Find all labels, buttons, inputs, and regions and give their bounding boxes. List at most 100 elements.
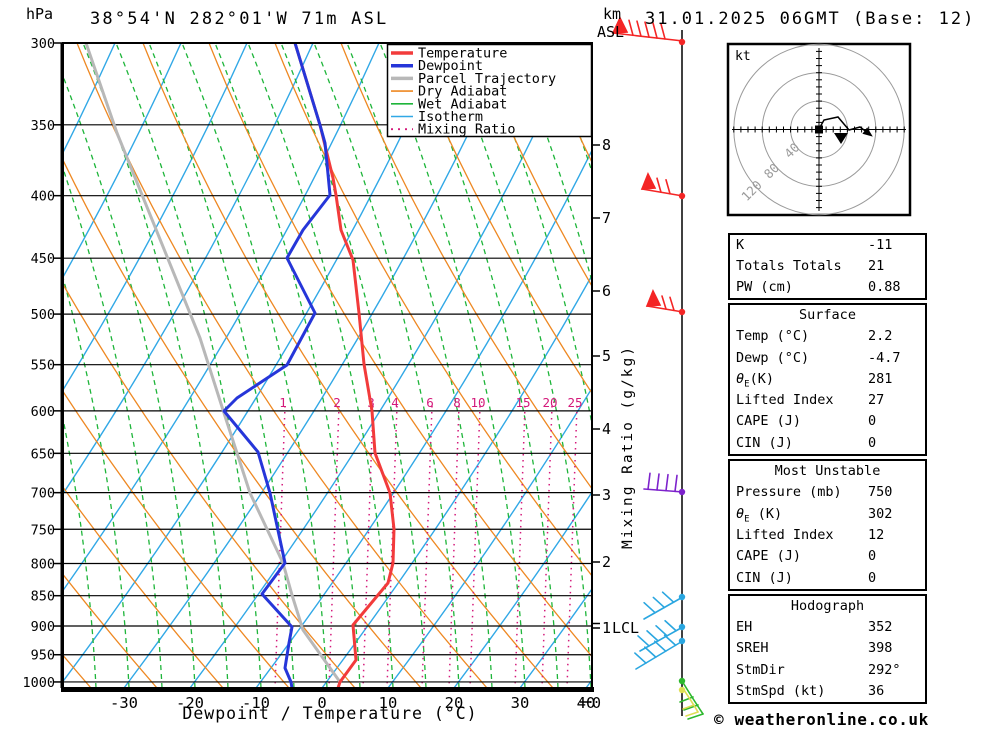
hodograph-arrowhead (862, 127, 873, 137)
stat-label-dewp-c: Dewp (°C) (736, 349, 810, 366)
legend-label-dry-adiabat: Dry Adiabat (418, 84, 507, 100)
km-axis-label-line1: km (603, 5, 622, 23)
mixing-ratio-label-1: 1 (279, 395, 287, 410)
stats-box-surface: Surface Temp (°C) 2.2 Dewp (°C) -4.7 θE(K) 281… (728, 303, 927, 456)
stat-value-dewp-c: -4.7 (868, 349, 901, 366)
pressure-label-500: 500 (31, 307, 55, 323)
stat-value-eh: 352 (868, 619, 893, 636)
wet-adiabat-line (247, 43, 394, 688)
km-axis: 8 7 6 5 4 3 2 1 LCL 0 (580, 136, 639, 712)
stat-label-theta-e: θE (K) (736, 505, 783, 525)
temp-tick-label--20: -20 (176, 694, 204, 712)
stat-label-lifted-index: Lifted Index (736, 392, 834, 409)
stat-row-pressure-mb: Pressure (mb) 750 (730, 482, 925, 503)
wind-level-dot (678, 308, 686, 316)
temp-tick-label-0: 0 (317, 694, 326, 712)
pressure-label-700: 700 (31, 486, 55, 502)
stat-value-temp-c: 2.2 (868, 328, 893, 345)
km-label-3: 3 (602, 486, 611, 504)
temp-tick-label-40: 40 (577, 694, 596, 712)
mixing-ratio-line (362, 405, 374, 688)
pressure-label-850: 850 (31, 589, 55, 605)
pressure-unit-label: hPa (26, 5, 54, 23)
stat-value-lifted-index: 27 (868, 392, 885, 409)
stat-label-stmdir: StmDir (736, 661, 785, 678)
stat-value-sreh: 398 (868, 640, 893, 657)
stat-label-lifted-index: Lifted Index (736, 526, 834, 543)
temp-tick-label--10: -10 (242, 694, 270, 712)
pressure-label-400: 400 (31, 189, 55, 205)
stats-header-surface: Surface (799, 307, 856, 323)
stats-header-most-unstable: Most Unstable (774, 463, 881, 479)
wind-level-dot (678, 677, 686, 685)
legend-label-mixing-ratio: Mixing Ratio (418, 122, 516, 138)
wet-adiabat-line (181, 43, 328, 688)
stat-row-cin-j: CIN (J) 0 (730, 568, 925, 589)
mixing-ratio-line (541, 405, 553, 688)
mixing-ratio-line (421, 405, 433, 688)
footer-watermark: © weatheronline.co.uk (714, 710, 929, 729)
mixing-ratio-label-6: 6 (426, 395, 434, 410)
wet-adiabat-line (313, 43, 460, 688)
isotherm-line (63, 43, 182, 279)
legend-box (386, 43, 593, 138)
wind-level-dot (678, 637, 686, 645)
stat-label-totals-totals: Totals Totals (736, 258, 842, 274)
stat-value-totals-totals: 21 (868, 258, 885, 274)
stat-row-pw-cm: PW (cm) 0.88 (730, 277, 925, 298)
stat-label-sreh: SREH (736, 640, 769, 657)
legend-label-isotherm: Isotherm (418, 109, 483, 125)
wind-level-dot (678, 593, 686, 601)
km-label-0: 0 (592, 694, 601, 712)
stat-label-cape-j: CAPE (J) (736, 548, 802, 565)
stat-label-eh: EH (736, 619, 753, 636)
km-label-5: 5 (602, 347, 611, 365)
wind-level-dot (678, 623, 686, 631)
stat-value-cape-j: 0 (868, 413, 877, 430)
stat-label-k: K (736, 237, 745, 253)
pressure-label-300: 300 (31, 36, 55, 52)
dewpoint-curve (222, 43, 332, 688)
wind-level-dot (678, 192, 686, 200)
stats-box-hodograph: Hodograph EH 352 SREH 398 StmDir 292° StmSpd (k… (728, 594, 927, 704)
wind-level-dot (678, 38, 686, 46)
stat-label-pw-cm: PW (cm) (736, 279, 793, 295)
stat-row-k: K -11 (730, 235, 925, 256)
pressure-gridlines: 300 350 400 450 500 550 600 650 700 750 800 850 900 9… (22, 36, 592, 691)
stat-label-pressure-mb: Pressure (mb) (736, 484, 842, 501)
stat-row-temp-c: Temp (°C) 2.2 (730, 326, 925, 347)
km-label-7: 7 (602, 209, 611, 227)
wet-adiabat-line (379, 43, 526, 688)
wind-barb (643, 591, 686, 620)
hodograph-storm-marker (834, 133, 848, 144)
stat-value-theta-e: 302 (868, 505, 893, 522)
legend-label-dewpoint: Dewpoint (418, 58, 483, 74)
isotherm-line (63, 43, 248, 392)
wind-level-dot (678, 488, 686, 496)
x-axis-caption: Dewpoint / Temperature (°C) (182, 704, 478, 723)
mixing-ratio-line (469, 405, 481, 688)
wind-barb (678, 677, 704, 720)
temp-tick-label--30: -30 (110, 694, 138, 712)
km-label-6: 6 (602, 282, 611, 300)
stat-label-cin-j: CIN (J) (736, 434, 793, 451)
pressure-label-1000: 1000 (22, 675, 55, 691)
stat-value-pressure-mb: 750 (868, 484, 893, 501)
mixing-ratio-label-15: 15 (515, 395, 530, 410)
wet-adiabat-line (346, 43, 493, 688)
mixing-ratio-label-4: 4 (391, 395, 399, 410)
hodograph-trace (818, 116, 869, 134)
stat-row-eh: EH 352 (730, 617, 925, 638)
mixing-ratio-label-20: 20 (542, 395, 557, 410)
pressure-label-950: 950 (31, 648, 55, 664)
mixing-ratio-line (386, 405, 398, 688)
legend-label-temperature: Temperature (418, 46, 507, 62)
stat-value-stmspd-kt: 36 (868, 682, 885, 699)
hodograph-origin-marker (815, 125, 823, 134)
stat-row-lifted-index: Lifted Index 27 (730, 390, 925, 411)
isotherm-line (63, 43, 314, 495)
mixing-ratio-label-2: 2 (333, 395, 341, 410)
wet-adiabat-line (115, 43, 262, 688)
